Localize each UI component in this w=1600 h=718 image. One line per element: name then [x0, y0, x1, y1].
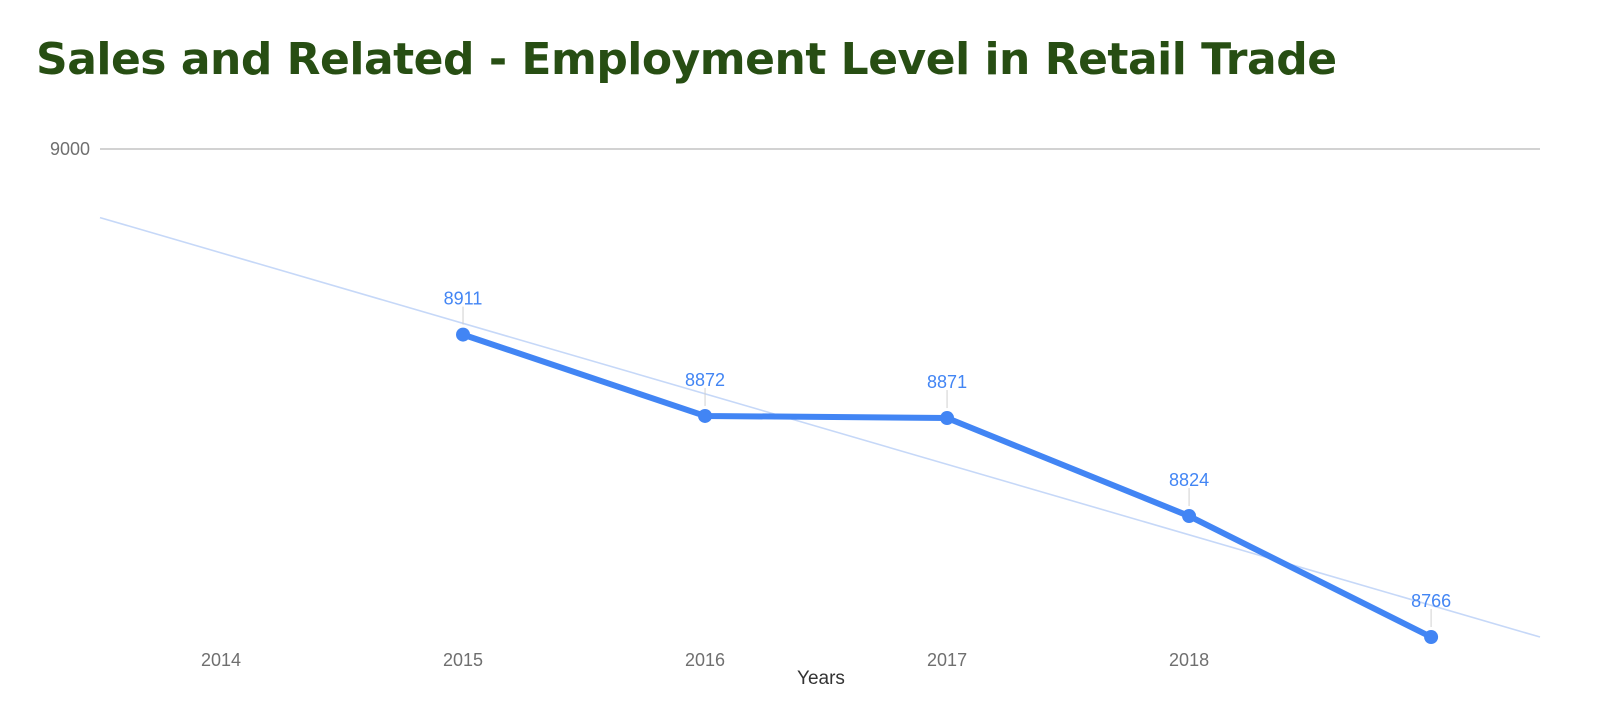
- data-points: [456, 327, 1439, 644]
- x-axis-title: Years: [797, 668, 845, 689]
- x-tick-label: 2017: [927, 650, 967, 670]
- trendline-layer: [99, 216, 1541, 638]
- x-tick-label: 2016: [685, 650, 725, 670]
- data-label: 8871: [927, 372, 967, 392]
- x-tick-label: 2018: [1169, 650, 1209, 670]
- data-point[interactable]: [1424, 630, 1439, 644]
- data-label: 8766: [1411, 591, 1451, 611]
- x-axis-ticks: 2014 2015 2016 2017 2018: [201, 650, 1209, 670]
- data-labels: 8911 8872 8871 8824 8766: [444, 289, 1451, 627]
- data-label: 8824: [1169, 470, 1209, 490]
- y-tick-label: 9000: [50, 139, 90, 159]
- data-label: 8911: [444, 289, 483, 309]
- y-axis-ticks: 9000: [50, 139, 90, 159]
- data-label: 8872: [685, 370, 725, 390]
- x-tick-label: 2014: [201, 650, 241, 670]
- x-tick-label: 2015: [443, 650, 483, 670]
- data-point[interactable]: [940, 411, 955, 426]
- data-point[interactable]: [456, 327, 471, 342]
- data-point[interactable]: [698, 408, 713, 423]
- trendline: [99, 216, 1541, 638]
- data-point[interactable]: [1182, 509, 1197, 524]
- chart-title: Sales and Related - Employment Level in …: [36, 34, 1337, 85]
